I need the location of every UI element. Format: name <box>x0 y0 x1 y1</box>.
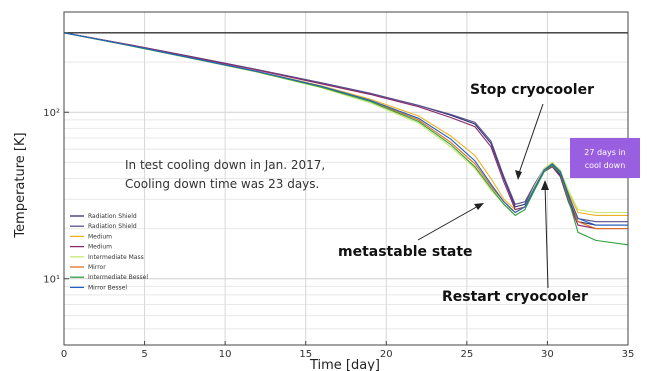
legend-label: Intermediate Mass <box>88 254 144 261</box>
cooldown-badge-box <box>570 138 640 178</box>
annotation-stop-cryocooler: Stop cryocooler <box>470 82 594 98</box>
x-tick-label: 5 <box>141 349 147 360</box>
x-tick-label: 10 <box>219 349 232 360</box>
note-line-1: In test cooling down in Jan. 2017, <box>125 158 325 172</box>
legend-label: Medium <box>88 244 112 251</box>
x-tick-label: 20 <box>380 349 393 360</box>
x-tick-label: 25 <box>460 349 473 360</box>
legend-label: Medium <box>88 233 112 240</box>
arrow-metastable-head <box>474 203 484 210</box>
cooldown-badge-line-2: cool down <box>585 161 626 170</box>
series-lines <box>64 33 628 245</box>
y-axis-ticks: 10² 10¹ <box>43 108 69 286</box>
legend-label: Intermediate Bessel <box>88 274 148 281</box>
y-tick-label: 10¹ <box>43 275 60 286</box>
cooldown-badge-line-1: 27 days in <box>584 148 625 157</box>
legend-label: Mirror Bessel <box>88 284 127 291</box>
series-line <box>64 33 628 245</box>
x-axis-label: Time [day] <box>309 358 380 371</box>
x-tick-label: 0 <box>61 349 67 360</box>
note-line-2: Cooling down time was 23 days. <box>125 177 319 191</box>
y-axis-label: Temperature [K] <box>13 132 28 238</box>
x-tick-label: 30 <box>541 349 554 360</box>
x-tick-label: 35 <box>622 349 635 360</box>
y-tick-label: 10² <box>43 108 60 119</box>
legend-label: Radiation Shield <box>88 223 137 230</box>
legend-label: Radiation Shield <box>88 213 137 220</box>
annotation-metastable-state: metastable state <box>338 244 473 260</box>
cooldown-badge: 27 days in cool down <box>570 138 640 178</box>
legend: Radiation Shield Radiation Shield Medium Me… <box>70 213 148 291</box>
legend-label: Mirror <box>88 264 106 271</box>
series-line <box>64 33 628 222</box>
arrow-stop <box>518 104 543 176</box>
annotation-restart-cryocooler: Restart cryocooler <box>442 289 588 305</box>
arrow-metastable <box>418 205 480 240</box>
